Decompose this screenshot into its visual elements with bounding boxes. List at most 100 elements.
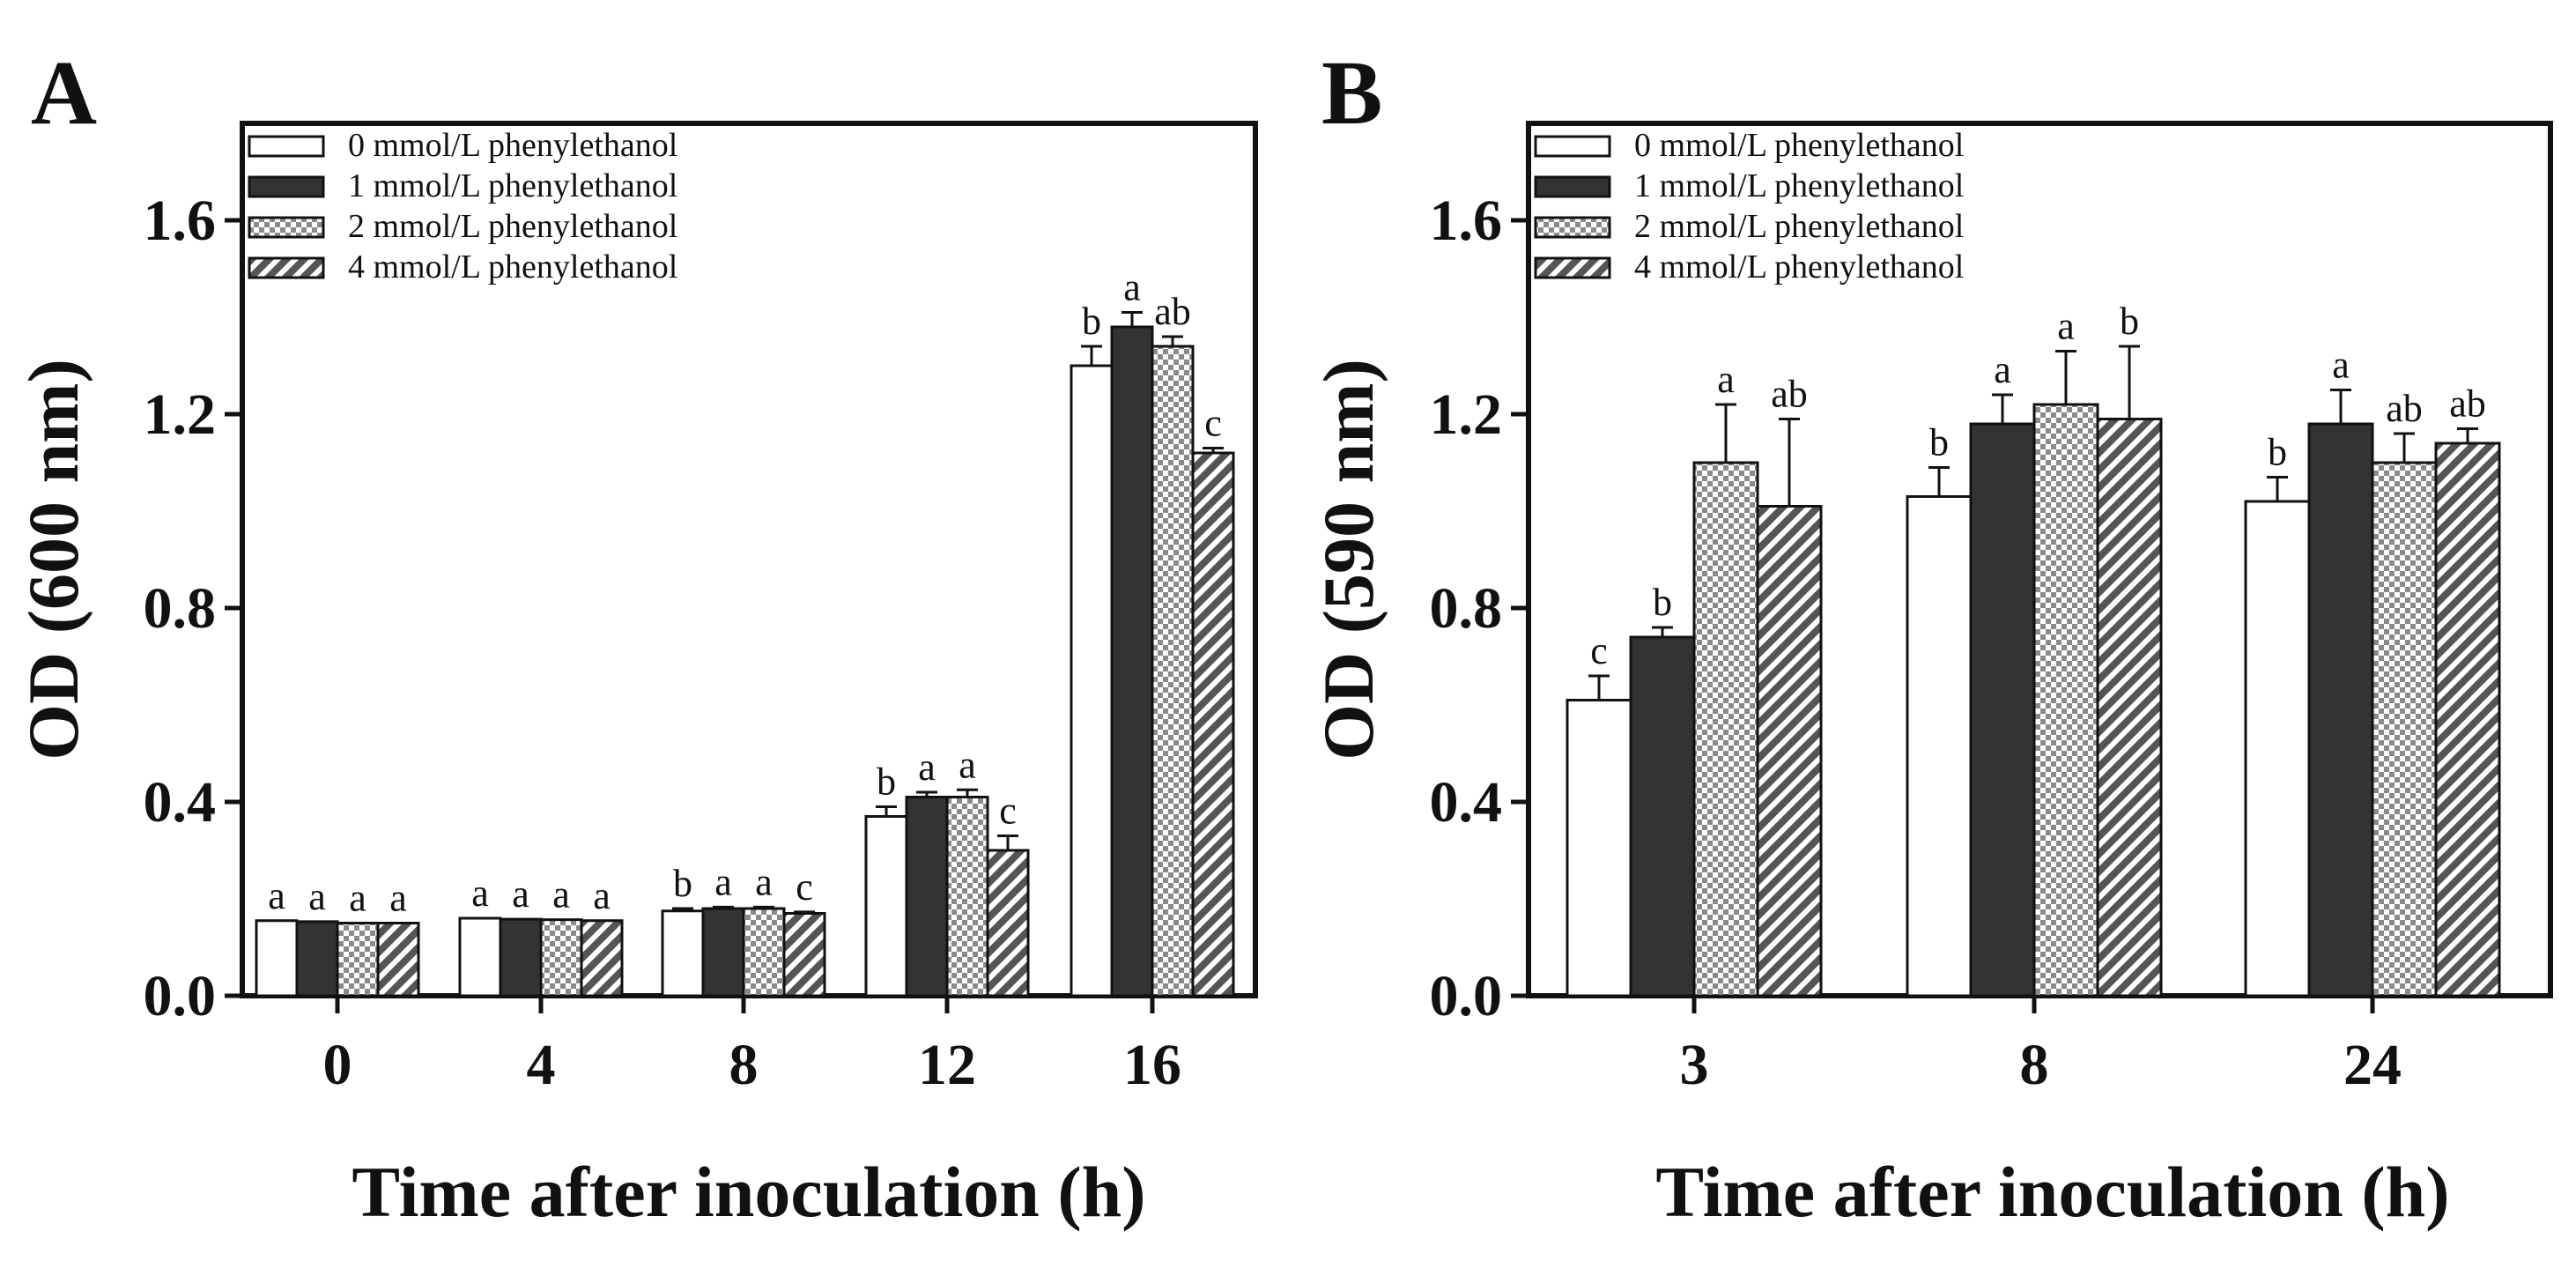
y-tick-label-b-2: 0.8: [1430, 576, 1503, 641]
x-tick-label-a-0: 0: [323, 1033, 352, 1097]
y-tick-label-b-4: 1.6: [1430, 189, 1503, 253]
bar-a-4-s3: [580, 919, 624, 998]
sig-label-a-8-s1: a: [714, 860, 732, 903]
y-tick-label-a-4: 1.6: [144, 189, 217, 253]
sig-label-b-8-s2: a: [2057, 305, 2075, 348]
legend-label-b-2: 2 mmol/L phenylethanol: [1634, 208, 1964, 245]
sig-label-a-16-s2: ab: [1154, 290, 1191, 333]
y-tick-label-a-1: 0.4: [144, 770, 217, 835]
y-tick-label-b-3: 1.2: [1430, 382, 1503, 447]
x-tick-label-a-2: 8: [729, 1033, 759, 1097]
bar-b-3-s3: [1756, 505, 1823, 998]
sig-label-a-16-s3: c: [1204, 402, 1222, 445]
sig-label-b-3-s3: ab: [1771, 373, 1808, 416]
legend-label-a-1: 1 mmol/L phenylethanol: [348, 167, 677, 204]
sig-label-a-4-s2: a: [552, 873, 570, 916]
bar-a-0-s0: [255, 919, 299, 998]
bar-b-8-s2: [2032, 403, 2099, 998]
bar-a-8-s1: [701, 907, 745, 998]
y-tick-label-a-2: 0.8: [144, 576, 217, 641]
sig-label-b-24-s1: a: [2332, 344, 2350, 387]
sig-label-a-0-s3: a: [389, 877, 407, 920]
sig-label-b-8-s0: b: [1929, 421, 1949, 464]
bar-b-24-s0: [2244, 500, 2311, 998]
bar-a-12-s0: [864, 815, 908, 998]
sig-label-b-8-s3: b: [2120, 300, 2139, 343]
bar-b-8-s0: [1906, 495, 1973, 998]
x-tick-label-b-0: 3: [1680, 1033, 1709, 1097]
bar-a-16-s0: [1070, 364, 1114, 998]
sig-label-a-8-s0: b: [673, 862, 692, 905]
bar-a-12-s3: [986, 849, 1030, 998]
sig-label-a-4-s3: a: [593, 874, 611, 917]
chart-panel-a: A0.00.40.81.21.6a a a a0a a a a4b a a c8b a ac12baa…: [13, 42, 1258, 1232]
x-axis-title-b: Time after inoculation (h): [1655, 1152, 2449, 1232]
bar-a-0-s3: [376, 922, 420, 998]
legend-swatch-b-2: [1534, 216, 1611, 239]
y-tick-label-a-0: 0.0: [144, 964, 217, 1028]
bar-b-8-s3: [2096, 418, 2163, 998]
bar-a-4-s0: [458, 916, 502, 998]
sig-label-a-8-s2: a: [755, 860, 773, 903]
panel-letter-b: B: [1321, 42, 1382, 144]
sig-label-b-3-s2: a: [1717, 358, 1735, 401]
legend-swatch-a-2: [248, 216, 325, 239]
legend-swatch-a-1: [248, 175, 325, 198]
bar-a-8-s2: [742, 907, 786, 998]
sig-label-a-0-s0: a: [268, 874, 285, 917]
x-axis-title-a: Time after inoculation (h): [352, 1152, 1145, 1232]
legend-label-a-0: 0 mmol/L phenylethanol: [348, 127, 677, 164]
y-tick-label-b-1: 0.4: [1430, 770, 1503, 835]
sig-label-a-16-s0: b: [1082, 300, 1101, 343]
bar-b-3-s1: [1629, 635, 1696, 998]
sig-label-a-12-s2: a: [959, 743, 976, 786]
sig-label-a-12-s3: c: [999, 790, 1017, 833]
legend-swatch-b-3: [1534, 256, 1611, 279]
sig-label-b-8-s1: a: [1994, 348, 2011, 391]
bar-a-12-s1: [905, 796, 949, 998]
legend-label-a-2: 2 mmol/L phenylethanol: [348, 208, 677, 245]
bar-a-12-s2: [945, 796, 989, 998]
legend-label-b-3: 4 mmol/L phenylethanol: [1634, 249, 1964, 286]
x-tick-label-b-1: 8: [2020, 1033, 2049, 1097]
panel-letter-a: A: [31, 42, 97, 144]
y-axis-title-a: OD (600 nm): [13, 359, 93, 760]
x-tick-label-a-1: 4: [527, 1033, 556, 1097]
sig-label-b-24-s2: ab: [2386, 387, 2423, 430]
bar-a-8-s0: [661, 909, 705, 998]
bar-b-24-s3: [2434, 441, 2501, 998]
sig-label-b-24-s0: b: [2268, 431, 2287, 474]
legend-swatch-a-3: [248, 256, 325, 279]
y-tick-label-a-3: 1.2: [144, 382, 217, 447]
bar-a-0-s2: [336, 922, 380, 998]
bar-a-16-s2: [1151, 345, 1195, 998]
sig-label-a-4-s0: a: [471, 872, 489, 915]
legend-label-a-3: 4 mmol/L phenylethanol: [348, 249, 677, 286]
legend-label-b-1: 1 mmol/L phenylethanol: [1634, 167, 1964, 204]
bar-b-3-s2: [1692, 461, 1759, 998]
legend-swatch-a-0: [248, 135, 325, 158]
sig-label-a-12-s0: b: [877, 760, 896, 804]
bar-b-24-s1: [2307, 422, 2374, 998]
y-tick-label-b-0: 0.0: [1430, 964, 1503, 1028]
bar-a-16-s1: [1110, 325, 1154, 998]
bar-a-4-s2: [539, 918, 583, 998]
bar-a-8-s3: [782, 912, 826, 998]
bar-a-4-s1: [499, 917, 543, 998]
sig-label-a-0-s1: a: [308, 875, 326, 918]
bar-a-16-s3: [1191, 451, 1235, 998]
sig-label-a-8-s3: c: [796, 865, 813, 909]
sig-label-a-0-s2: a: [349, 877, 366, 920]
sig-label-b-3-s0: c: [1590, 629, 1608, 672]
bar-a-0-s1: [295, 920, 339, 998]
x-tick-label-b-2: 24: [2343, 1033, 2402, 1097]
legend-swatch-b-1: [1534, 175, 1611, 198]
x-tick-label-a-3: 12: [918, 1033, 976, 1097]
bar-b-3-s0: [1566, 699, 1632, 998]
x-tick-label-a-4: 16: [1123, 1033, 1181, 1097]
legend-swatch-b-0: [1534, 135, 1611, 158]
sig-label-a-12-s1: a: [918, 746, 936, 789]
bar-b-24-s2: [2371, 461, 2438, 998]
